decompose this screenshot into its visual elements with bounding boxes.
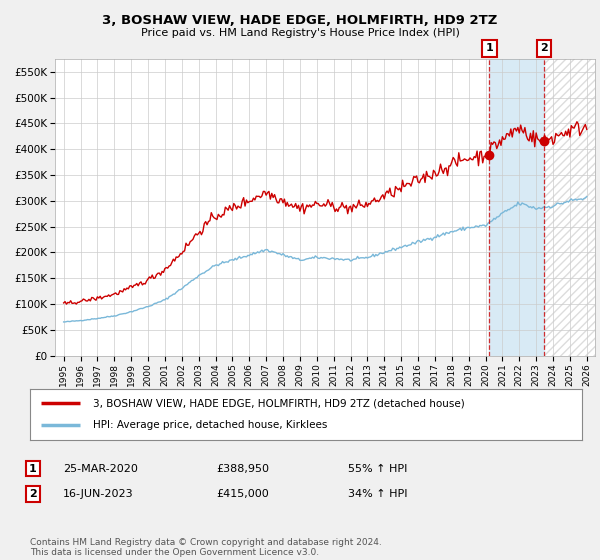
Text: £388,950: £388,950 xyxy=(216,464,269,474)
Text: 1: 1 xyxy=(485,43,493,53)
Bar xyxy=(544,59,595,356)
Text: 3, BOSHAW VIEW, HADE EDGE, HOLMFIRTH, HD9 2TZ: 3, BOSHAW VIEW, HADE EDGE, HOLMFIRTH, HD… xyxy=(103,14,497,27)
Text: 2: 2 xyxy=(29,489,37,499)
Text: 55% ↑ HPI: 55% ↑ HPI xyxy=(348,464,407,474)
Text: 1: 1 xyxy=(29,464,37,474)
Bar xyxy=(490,59,544,356)
Text: 34% ↑ HPI: 34% ↑ HPI xyxy=(348,489,407,499)
Text: Price paid vs. HM Land Registry's House Price Index (HPI): Price paid vs. HM Land Registry's House … xyxy=(140,28,460,38)
Bar xyxy=(544,59,595,356)
Text: £415,000: £415,000 xyxy=(216,489,269,499)
Text: 25-MAR-2020: 25-MAR-2020 xyxy=(63,464,138,474)
Text: Contains HM Land Registry data © Crown copyright and database right 2024.
This d: Contains HM Land Registry data © Crown c… xyxy=(30,538,382,557)
Text: HPI: Average price, detached house, Kirklees: HPI: Average price, detached house, Kirk… xyxy=(94,421,328,431)
Text: 16-JUN-2023: 16-JUN-2023 xyxy=(63,489,134,499)
Text: 3, BOSHAW VIEW, HADE EDGE, HOLMFIRTH, HD9 2TZ (detached house): 3, BOSHAW VIEW, HADE EDGE, HOLMFIRTH, HD… xyxy=(94,398,465,408)
Text: 2: 2 xyxy=(540,43,548,53)
